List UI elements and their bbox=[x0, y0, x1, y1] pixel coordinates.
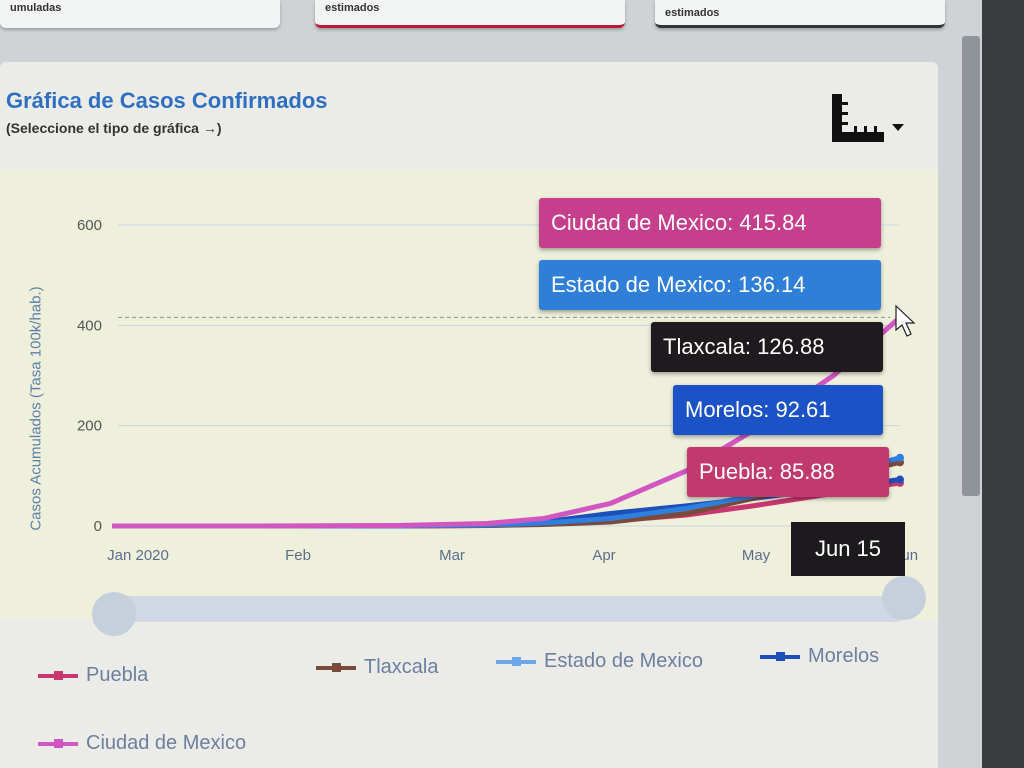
chart-panel-subtitle: (Seleccione el tipo de gráfica →) bbox=[6, 120, 222, 136]
tooltip-value: Puebla: 85.88 bbox=[687, 447, 889, 497]
x-tick-label: May bbox=[742, 547, 771, 564]
legend-label: Estado de Mexico bbox=[544, 650, 703, 672]
chart-type-selector-button[interactable] bbox=[830, 92, 908, 146]
legend-label: Puebla bbox=[86, 664, 149, 686]
x-tick-label: Jan 2020 bbox=[107, 547, 169, 564]
page-scrollbar[interactable] bbox=[962, 36, 980, 496]
summary-card-label: umuladas bbox=[10, 2, 62, 14]
legend-item[interactable]: Tlaxcala bbox=[316, 656, 438, 679]
tooltip-value: Ciudad de Mexico: 415.84 bbox=[539, 198, 881, 248]
legend-line-marker-icon bbox=[496, 656, 536, 666]
chevron-down-icon bbox=[892, 124, 904, 131]
x-tick-label: Apr bbox=[592, 547, 615, 564]
legend-line-marker-icon bbox=[316, 662, 356, 672]
y-tick-label: 400 bbox=[77, 317, 102, 334]
screen-bezel bbox=[982, 0, 1024, 768]
series-point[interactable] bbox=[896, 453, 904, 462]
legend-item[interactable]: Ciudad de Mexico bbox=[38, 732, 246, 755]
legend-label: Morelos bbox=[808, 645, 880, 667]
legend-item[interactable]: Estado de Mexico bbox=[496, 650, 703, 673]
tooltip-date: Jun 15 bbox=[791, 522, 905, 576]
y-tick-label: 0 bbox=[94, 518, 102, 535]
date-range-start-handle[interactable] bbox=[92, 592, 136, 636]
summary-card-estimated[interactable]: estimados bbox=[315, 0, 625, 28]
ruler-chart-icon bbox=[832, 94, 904, 142]
summary-card-label: estimados bbox=[325, 2, 380, 14]
legend-line-marker-icon bbox=[760, 651, 800, 661]
y-tick-label: 200 bbox=[77, 418, 102, 435]
tooltip-value: Morelos: 92.61 bbox=[673, 385, 883, 435]
legend-line-marker-icon bbox=[38, 670, 78, 680]
summary-card-accumulated[interactable]: umuladas bbox=[0, 0, 280, 28]
tooltip-value: Estado de Mexico: 136.14 bbox=[539, 260, 881, 310]
date-range-slider-track[interactable] bbox=[112, 596, 908, 622]
legend-item[interactable]: Morelos bbox=[760, 645, 879, 668]
chart-panel-title: Gráfica de Casos Confirmados bbox=[6, 88, 328, 113]
date-range-end-handle[interactable] bbox=[882, 576, 926, 620]
legend-line-marker-icon bbox=[38, 738, 78, 748]
legend-label: Ciudad de Mexico bbox=[86, 732, 247, 754]
x-tick-label: Feb bbox=[285, 547, 311, 564]
x-tick-label: Mar bbox=[439, 547, 465, 564]
tooltip-value: Tlaxcala: 126.88 bbox=[651, 322, 883, 372]
summary-card-estimated-2[interactable]: estimados bbox=[655, 0, 945, 28]
y-tick-label: 600 bbox=[77, 217, 102, 234]
legend-label: Tlaxcala bbox=[364, 656, 439, 678]
summary-card-label: estimados bbox=[665, 7, 720, 19]
series-point[interactable] bbox=[896, 475, 904, 484]
legend-item[interactable]: Puebla bbox=[38, 664, 148, 687]
mouse-cursor-icon bbox=[895, 304, 916, 337]
